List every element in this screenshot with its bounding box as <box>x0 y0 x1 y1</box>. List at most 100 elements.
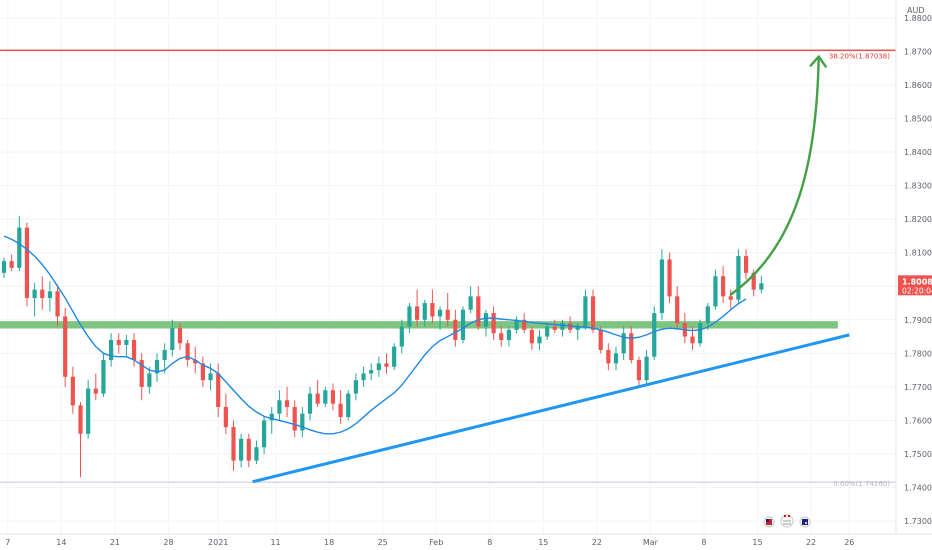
candle-body <box>116 339 121 345</box>
candle-body <box>284 400 290 407</box>
candle-body <box>644 356 649 381</box>
candle-body <box>499 333 504 340</box>
candle-body <box>139 360 144 387</box>
trendline[interactable] <box>252 333 850 484</box>
candle-body <box>606 349 611 364</box>
candle-body <box>415 306 420 320</box>
flag-icon[interactable] <box>799 516 811 528</box>
fib-level-label: 0.00%(1.74160) <box>833 480 890 488</box>
candle-body <box>9 261 14 268</box>
time-axis-labels: 7 14 21 28 2021 11 18 25 Feb 8 15 22 Mar 8 15 22 26 <box>5 538 854 547</box>
candle-body <box>323 390 328 404</box>
candle-body <box>246 438 251 461</box>
time-tick-label: 11 <box>270 538 280 547</box>
candle-body <box>675 296 680 324</box>
fib-level-label: 38.20%(1.87038) <box>829 52 890 60</box>
candle-body <box>63 316 68 377</box>
candle-body <box>384 363 389 367</box>
candle-body <box>223 406 228 428</box>
candle-body <box>445 309 450 320</box>
candle-body <box>269 413 274 421</box>
price-tick-label: 1.81000 <box>904 249 932 258</box>
price-tick-label: 1.73000 <box>904 517 932 526</box>
candle-body <box>200 363 205 381</box>
candle-body <box>109 339 114 361</box>
candle-body <box>330 390 336 404</box>
candle-body <box>185 343 190 361</box>
time-tick-label: 2021 <box>208 538 228 547</box>
candle-body <box>277 400 282 414</box>
event-icons[interactable] <box>763 514 811 528</box>
last-price-countdown: 02:20:04 <box>902 286 932 295</box>
candle-body <box>468 296 473 310</box>
last-price-background <box>898 275 932 296</box>
time-tick-label: 14 <box>56 538 66 547</box>
candle-body <box>93 388 98 394</box>
price-tick-label: 1.79000 <box>904 316 932 325</box>
candle-body <box>537 336 542 344</box>
candle-body <box>399 326 404 347</box>
candle-body <box>629 333 634 361</box>
currency-label: AUD <box>907 6 925 15</box>
time-tick-label: 15 <box>752 538 762 547</box>
candle-body <box>154 360 160 374</box>
time-tick-label: 22 <box>806 538 816 547</box>
support-zone-band[interactable] <box>0 321 838 329</box>
candle-body <box>262 420 267 448</box>
candle-body <box>1 261 7 273</box>
candle-body <box>713 276 718 307</box>
candle-body <box>78 405 83 434</box>
candle-body <box>32 289 37 299</box>
candle-body <box>583 296 588 327</box>
time-axis[interactable]: 7 14 21 28 2021 11 18 25 Feb 8 15 22 Mar 8 15 22 26 <box>0 533 932 547</box>
candle-body <box>24 227 30 299</box>
candle-body <box>529 329 534 344</box>
candle-body <box>705 306 710 324</box>
calendar-icon[interactable] <box>780 514 794 528</box>
candle-body <box>361 373 366 381</box>
candle-body <box>407 306 412 327</box>
candle-body <box>376 363 381 371</box>
projection-arrow-curve[interactable] <box>729 55 820 296</box>
candle-body <box>40 289 45 299</box>
candle-body <box>636 360 642 381</box>
candle-body <box>552 326 557 330</box>
price-tick-label: 1.87000 <box>904 48 932 57</box>
candle-body <box>346 393 351 418</box>
candle-body <box>369 370 374 374</box>
candle-body <box>353 380 358 394</box>
candle-body <box>476 296 481 327</box>
candle-body <box>483 313 489 327</box>
candle-body <box>759 283 764 290</box>
flag-icon[interactable] <box>763 516 775 528</box>
price-tick-label: 1.84000 <box>904 148 932 157</box>
projection-arrow[interactable] <box>729 55 827 296</box>
projection-arrow-head <box>809 55 827 68</box>
price-axis[interactable]: AUD 1.88000 1.87000 1.86000 1.85000 1.84000 1… <box>895 0 932 534</box>
candle-body <box>292 406 297 431</box>
time-tick-label: 15 <box>538 538 548 547</box>
price-tick-label: 1.88000 <box>904 14 932 23</box>
price-tick-label: 1.82000 <box>904 215 932 224</box>
candle-body <box>131 339 137 361</box>
candle-body <box>621 333 626 354</box>
trendline-line[interactable] <box>252 333 850 484</box>
candle-body <box>736 256 741 300</box>
moving-average <box>3 235 747 435</box>
time-tick-label: 8 <box>487 538 492 547</box>
price-tick-label: 1.77000 <box>904 383 932 392</box>
candle-body <box>47 291 52 299</box>
candle-body <box>460 309 466 340</box>
support-zone <box>0 321 838 329</box>
candle-body <box>177 328 183 344</box>
candle-body <box>721 276 726 297</box>
fib-levels: 38.20%(1.87038) 0.00%(1.74160) <box>0 49 896 488</box>
candle-body <box>315 393 320 404</box>
candle-body <box>652 313 657 357</box>
candle-body <box>70 376 75 406</box>
candle-body <box>422 303 427 320</box>
time-tick-label: Feb <box>429 538 443 547</box>
candle-body <box>453 319 458 340</box>
